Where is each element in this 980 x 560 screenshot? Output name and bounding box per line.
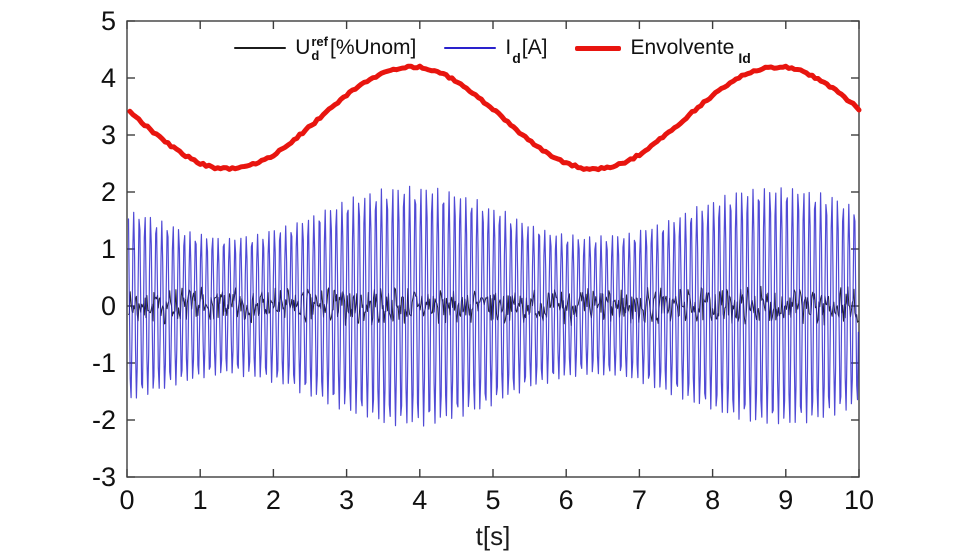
x-tick-label: 10 bbox=[844, 485, 874, 515]
x-tick-label: 4 bbox=[412, 485, 427, 515]
series-id-path bbox=[127, 185, 859, 427]
y-tick-label: -1 bbox=[92, 348, 116, 378]
x-tick-label: 5 bbox=[485, 485, 500, 515]
x-tick-label: 8 bbox=[705, 485, 720, 515]
y-tick-label: -2 bbox=[92, 405, 116, 435]
x-axis-label: t[s] bbox=[475, 521, 511, 551]
y-tick-label: -3 bbox=[92, 462, 116, 492]
y-tick-label: 4 bbox=[101, 63, 116, 93]
series-envolvente-path bbox=[127, 63, 862, 173]
y-tick-label: 2 bbox=[101, 177, 116, 207]
x-tick-label: 7 bbox=[632, 485, 647, 515]
y-tick-label: 3 bbox=[101, 120, 116, 150]
x-tick-label: 3 bbox=[339, 485, 354, 515]
x-tick-label: 6 bbox=[559, 485, 574, 515]
y-tick-label: 0 bbox=[101, 291, 116, 321]
x-tick-label: 2 bbox=[266, 485, 281, 515]
x-tick-label: 1 bbox=[193, 485, 208, 515]
y-tick-label: 1 bbox=[101, 234, 116, 264]
y-tick-label: 5 bbox=[101, 6, 116, 36]
x-tick-label: 0 bbox=[119, 485, 134, 515]
x-tick-label: 9 bbox=[778, 485, 793, 515]
